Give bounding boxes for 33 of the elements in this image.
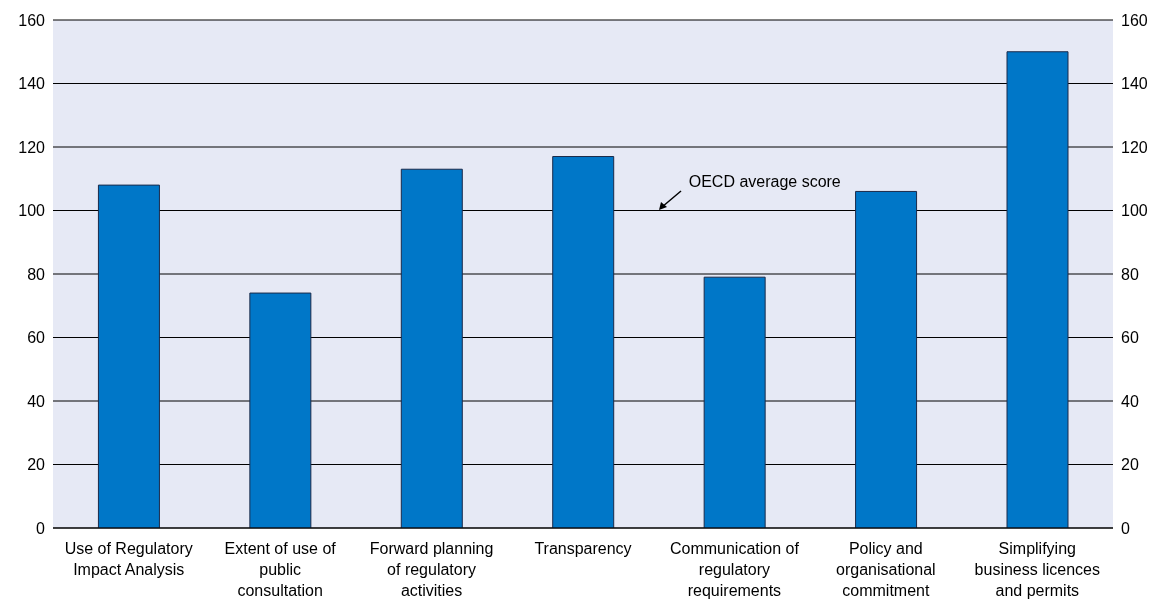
bar: [1006, 51, 1069, 528]
x-tick-label: Use of Regulatory Impact Analysis: [64, 540, 193, 578]
y2-tick-label: 60: [1121, 329, 1139, 347]
y-tick-label: 80: [27, 265, 46, 283]
bar: [97, 184, 160, 528]
y-tick-label: 60: [27, 329, 46, 347]
y2-tick-label: 100: [1121, 202, 1148, 220]
y2-tick-label: 0: [1121, 519, 1130, 537]
y2-tick-label: 80: [1121, 265, 1139, 283]
y2-tick-label: 120: [1121, 138, 1148, 156]
x-tick-label: Communication of regulatory requirements: [669, 540, 800, 599]
y-tick-label: 0: [36, 519, 46, 537]
annotation: OECD average score: [688, 172, 841, 191]
y-tick-label: 160: [18, 11, 46, 29]
y-tick-label: 100: [18, 202, 46, 220]
bar: [703, 276, 766, 528]
y2-tick-label: 20: [1121, 456, 1139, 474]
x-tick-label: Transparency: [534, 540, 632, 557]
y2-tick-label: 140: [1121, 75, 1148, 93]
x-tick-label: Policy and organisational commitment: [836, 540, 936, 599]
bar: [249, 292, 312, 528]
x-tick-label: Simplifying business licences and permits: [974, 540, 1100, 599]
bar: [552, 156, 615, 528]
x-tick-label: Extent of use of public consultation: [224, 540, 337, 599]
y-tick-label: 20: [27, 456, 46, 474]
x-tick-label: Forward planning of regulatory activities: [369, 540, 494, 599]
y-tick-label: 120: [18, 138, 46, 156]
y-tick-label: 140: [18, 75, 46, 93]
y2-tick-label: 160: [1121, 11, 1148, 29]
y2-tick-label: 40: [1121, 392, 1139, 410]
bar: [400, 168, 463, 528]
y-tick-label: 40: [27, 392, 46, 410]
bar: [855, 190, 918, 528]
